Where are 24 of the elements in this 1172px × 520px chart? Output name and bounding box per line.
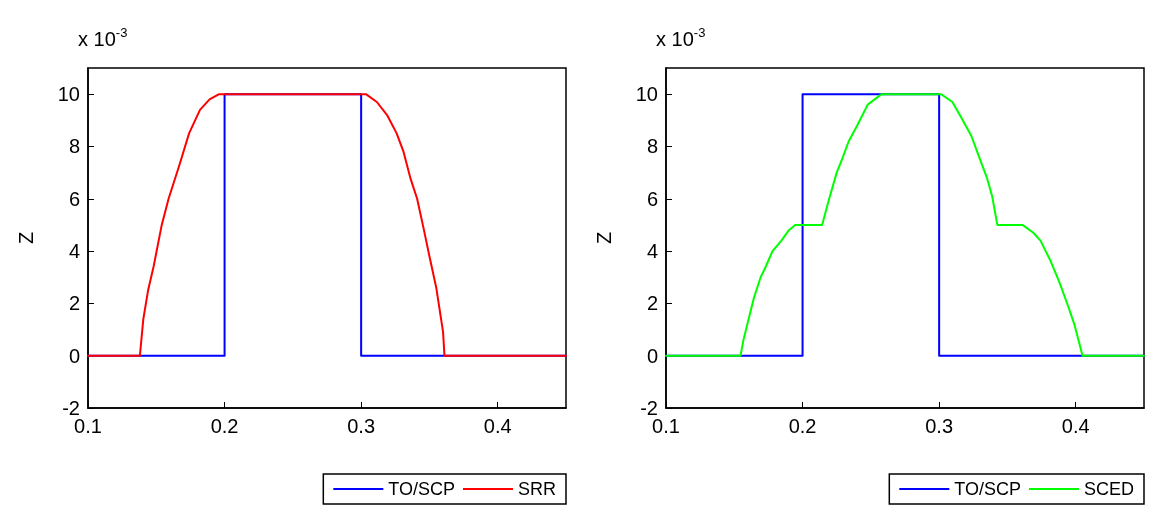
y-tick-label: 4: [646, 240, 658, 263]
y-tick-label: 6: [646, 187, 658, 210]
y-tick-label: 10: [57, 83, 80, 106]
y-tick-label: 0: [646, 344, 658, 367]
x-tick-label: 0.2: [788, 415, 817, 437]
y-tick-label: 2: [68, 292, 80, 315]
x-tick-label: 0.2: [210, 415, 239, 437]
y-tick-label: 8: [68, 135, 80, 158]
legend-label: SCED: [1083, 479, 1135, 499]
y-tick-label: 10: [635, 83, 658, 106]
y-tick-label: 8: [646, 135, 658, 158]
y-axis-title: Z: [15, 231, 37, 245]
y-axis-title: Z: [593, 231, 615, 245]
y-tick-label: 6: [68, 187, 80, 210]
x-tick-label: 0.3: [347, 415, 376, 437]
y-tick-label: 2: [646, 292, 658, 315]
legend-label: TO/SCP: [388, 479, 455, 499]
x-tick-label: 0.4: [483, 415, 512, 437]
legend-label: TO/SCP: [954, 479, 1021, 499]
y-tick-label: 4: [68, 240, 80, 263]
legend-label: SRR: [518, 479, 557, 499]
x-tick-label: 0.4: [1061, 415, 1090, 437]
x-tick-label: 0.3: [925, 415, 954, 437]
y-tick-label: 0: [68, 344, 80, 367]
